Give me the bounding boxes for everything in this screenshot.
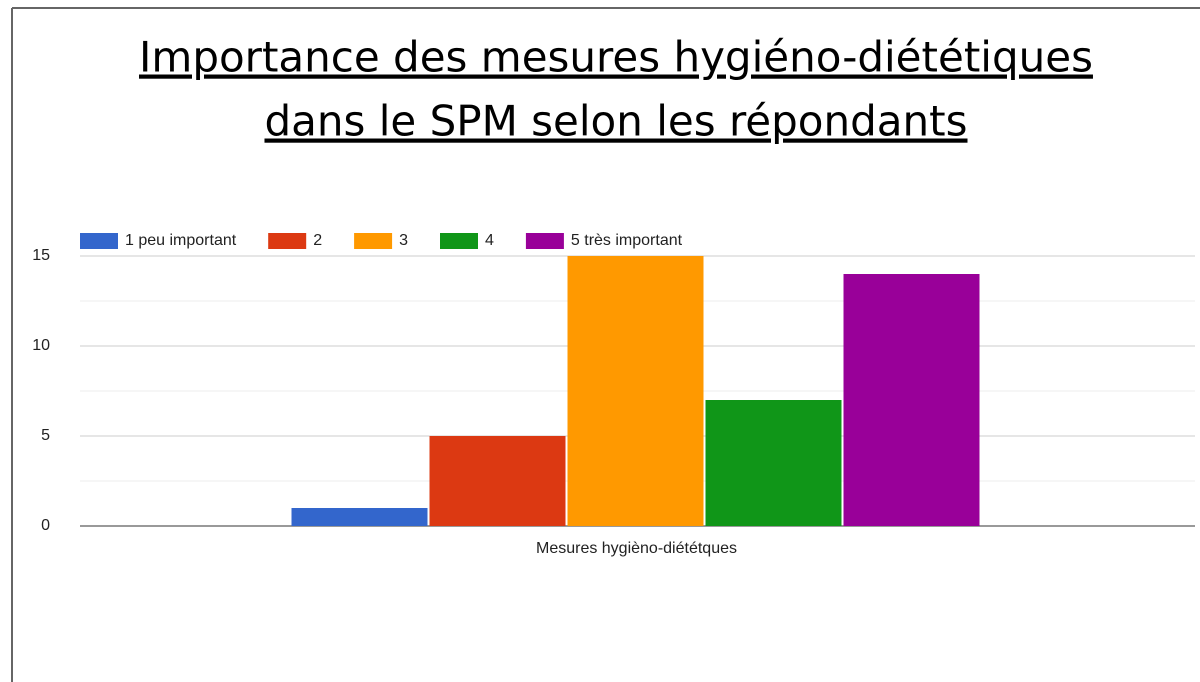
bar [843, 274, 980, 526]
legend-swatch [80, 233, 118, 249]
legend-label: 1 peu important [125, 232, 237, 249]
legend-label: 2 [313, 232, 322, 249]
chart-title: dans le SPM selon les répondants [264, 97, 967, 146]
legend-label: 3 [399, 232, 408, 249]
legend-swatch [525, 233, 564, 249]
y-tick-label: 10 [32, 337, 50, 354]
y-tick-label: 5 [41, 427, 50, 444]
chart-title: Importance des mesures hygiéno-diététiqu… [139, 33, 1093, 82]
legend-label: 5 très important [571, 232, 683, 249]
y-tick-label: 15 [32, 247, 50, 264]
bar [705, 400, 842, 526]
bar [567, 256, 704, 526]
legend-label: 4 [485, 232, 494, 249]
legend-swatch [440, 233, 478, 249]
legend-swatch [268, 233, 307, 249]
x-tick-label: Mesures hygièno-diététques [536, 540, 737, 557]
legend-swatch [354, 233, 393, 249]
y-tick-label: 0 [41, 517, 50, 534]
bar [291, 508, 428, 526]
bar [429, 436, 566, 526]
